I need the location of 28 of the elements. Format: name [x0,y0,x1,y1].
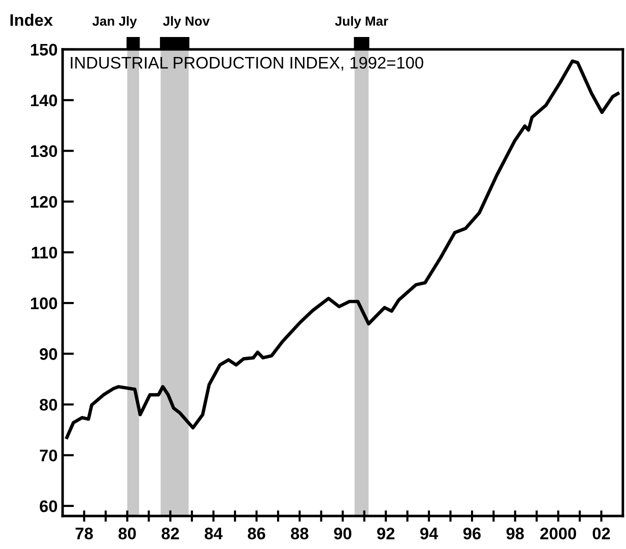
y-tick-label: 80 [40,398,58,411]
chart-title: INDUSTRIAL PRODUCTION INDEX, 1992=100 [70,56,424,71]
x-tick-label: 82 [162,528,179,540]
y-tick-label: 120 [30,196,58,208]
y-tick-label: 90 [40,348,58,360]
y-tick-label: 70 [40,450,58,462]
x-tick-label: 88 [290,528,308,540]
y-tick-label: 150 [30,44,58,56]
band-label: Jly Nov [163,16,210,28]
x-tick-label: 90 [334,528,352,540]
x-tick-label: 78 [76,528,93,540]
x-tick-label: 92 [377,528,394,540]
y-tick-label: 110 [32,246,58,259]
x-tick-label: 84 [204,528,223,540]
x-tick-label: 98 [506,528,524,540]
x-tick-label: 96 [463,528,481,540]
y-axis-title: Index [10,14,53,26]
y-tick-label: 60 [40,500,58,512]
x-tick-label: 94 [420,528,438,540]
x-tick-label: 02 [592,528,610,540]
x-tick-label: 80 [118,528,136,540]
x-tick-label: 86 [248,528,266,540]
x-tick-label: 2000 [540,528,576,540]
band-label: Jan Jly [92,16,137,28]
y-tick-label: 130 [30,145,58,158]
y-tick-label: 100 [30,297,58,310]
band-label: July Mar [335,16,388,28]
y-tick-label: 140 [30,94,58,106]
